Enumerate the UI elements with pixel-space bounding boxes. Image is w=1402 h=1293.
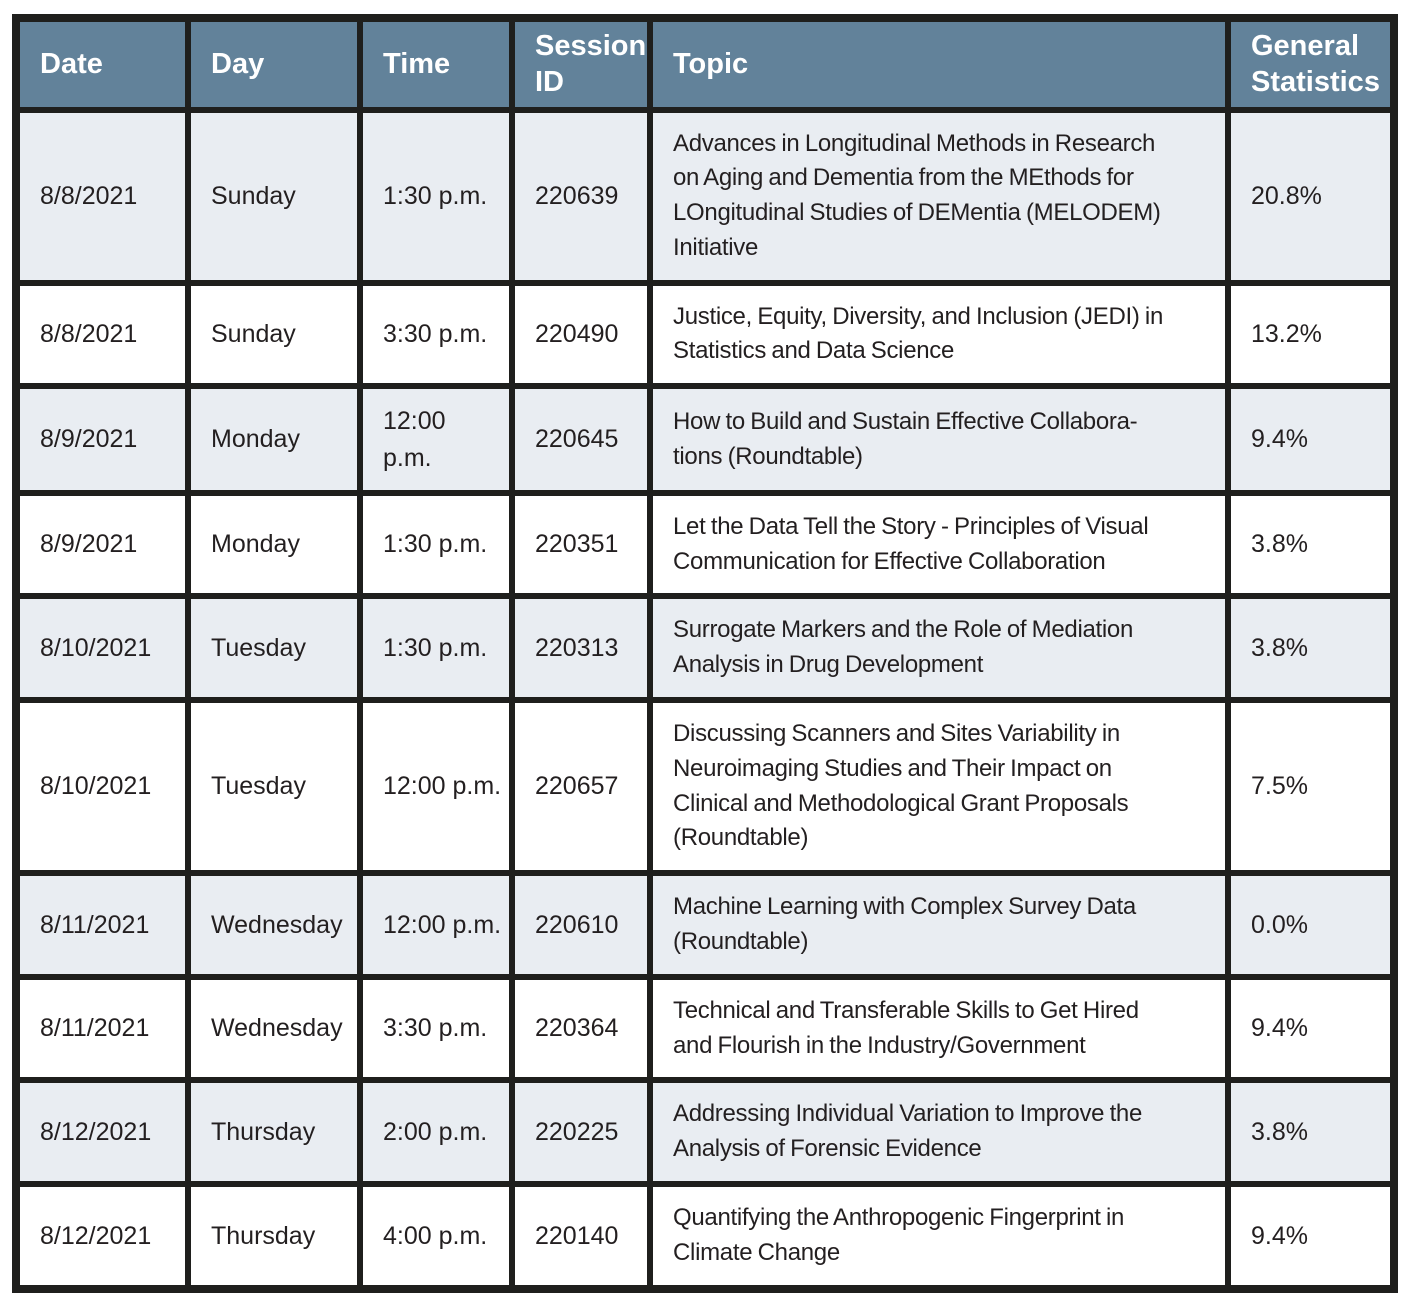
cell-day: Sunday — [185, 106, 363, 286]
cell-session-id: 220225 — [509, 1077, 653, 1187]
column-header-date: Date — [13, 15, 191, 113]
cell-date: 8/9/2021 — [13, 383, 191, 496]
cell-day: Thursday — [185, 1180, 363, 1292]
cell-general-statistics: 9.4% — [1225, 383, 1397, 496]
cell-date: 8/10/2021 — [13, 696, 191, 877]
cell-day: Tuesday — [185, 696, 363, 877]
cell-session-id: 220639 — [509, 106, 653, 286]
cell-session-id: 220610 — [509, 870, 653, 980]
cell-time: 12:00 p.m. — [357, 383, 515, 496]
cell-day: Monday — [185, 383, 363, 496]
cell-topic: Addressing Individual Variation to Impro… — [647, 1077, 1231, 1187]
cell-time: 1:30 p.m. — [357, 489, 515, 600]
cell-topic: Quantifying the Anthropogenic Fingerprin… — [647, 1180, 1231, 1292]
table-body: 8/8/2021 Sunday 1:30 p.m. 220639 Advance… — [13, 106, 1397, 1292]
cell-topic: Discussing Scanners and Sites Variabilit… — [647, 696, 1231, 877]
cell-session-id: 220364 — [509, 973, 653, 1084]
column-header-time: Time — [357, 15, 515, 113]
column-header-general-statistics: General Statistics — [1225, 15, 1397, 113]
cell-topic: How to Build and Sustain Effective Colla… — [647, 383, 1231, 496]
cell-time: 12:00 p.m. — [357, 696, 515, 877]
table-row: 8/8/2021 Sunday 1:30 p.m. 220639 Advance… — [13, 106, 1397, 286]
table-row: 8/9/2021 Monday 1:30 p.m. 220351 Let the… — [13, 489, 1397, 600]
table-header: Date Day Time Session ID Topic General S… — [13, 15, 1397, 113]
cell-session-id: 220645 — [509, 383, 653, 496]
table-row: 8/11/2021 Wednesday 3:30 p.m. 220364 Tec… — [13, 973, 1397, 1084]
cell-date: 8/8/2021 — [13, 279, 191, 390]
cell-date: 8/8/2021 — [13, 106, 191, 286]
cell-general-statistics: 7.5% — [1225, 696, 1397, 877]
cell-general-statistics: 9.4% — [1225, 973, 1397, 1084]
cell-day: Wednesday — [185, 973, 363, 1084]
cell-day: Wednesday — [185, 870, 363, 980]
cell-general-statistics: 0.0% — [1225, 870, 1397, 980]
table-row: 8/9/2021 Monday 12:00 p.m. 220645 How to… — [13, 383, 1397, 496]
cell-general-statistics: 13.2% — [1225, 279, 1397, 390]
cell-date: 8/9/2021 — [13, 489, 191, 600]
cell-topic: Technical and Transferable Skills to Get… — [647, 973, 1231, 1084]
cell-day: Thursday — [185, 1077, 363, 1187]
cell-topic: Justice, Equity, Diversity, and Inclusio… — [647, 279, 1231, 390]
sessions-table: Date Day Time Session ID Topic General S… — [12, 14, 1398, 1293]
column-header-day: Day — [185, 15, 363, 113]
cell-topic: Let the Data Tell the Story - Principles… — [647, 489, 1231, 600]
table-row: 8/12/2021 Thursday 2:00 p.m. 220225 Addr… — [13, 1077, 1397, 1187]
cell-general-statistics: 20.8% — [1225, 106, 1397, 286]
cell-session-id: 220657 — [509, 696, 653, 877]
cell-session-id: 220490 — [509, 279, 653, 390]
cell-general-statistics: 3.8% — [1225, 593, 1397, 703]
cell-day: Monday — [185, 489, 363, 600]
cell-topic: Machine Learning with Complex Survey Dat… — [647, 870, 1231, 980]
cell-session-id: 220351 — [509, 489, 653, 600]
cell-general-statistics: 3.8% — [1225, 489, 1397, 600]
cell-topic: Advances in Longitudinal Methods in Rese… — [647, 106, 1231, 286]
cell-time: 3:30 p.m. — [357, 973, 515, 1084]
cell-general-statistics: 3.8% — [1225, 1077, 1397, 1187]
cell-session-id: 220313 — [509, 593, 653, 703]
cell-date: 8/11/2021 — [13, 870, 191, 980]
table-row: 8/12/2021 Thursday 4:00 p.m. 220140 Quan… — [13, 1180, 1397, 1292]
table-row: 8/8/2021 Sunday 3:30 p.m. 220490 Justice… — [13, 279, 1397, 390]
cell-date: 8/10/2021 — [13, 593, 191, 703]
table-row: 8/10/2021 Tuesday 12:00 p.m. 220657 Disc… — [13, 696, 1397, 877]
cell-date: 8/12/2021 — [13, 1077, 191, 1187]
cell-day: Sunday — [185, 279, 363, 390]
cell-date: 8/11/2021 — [13, 973, 191, 1084]
header-row: Date Day Time Session ID Topic General S… — [13, 15, 1397, 113]
cell-time: 2:00 p.m. — [357, 1077, 515, 1187]
cell-time: 1:30 p.m. — [357, 593, 515, 703]
cell-date: 8/12/2021 — [13, 1180, 191, 1292]
column-header-topic: Topic — [647, 15, 1231, 113]
cell-time: 4:00 p.m. — [357, 1180, 515, 1292]
cell-topic: Surrogate Markers and the Role of Mediat… — [647, 593, 1231, 703]
cell-general-statistics: 9.4% — [1225, 1180, 1397, 1292]
cell-time: 12:00 p.m. — [357, 870, 515, 980]
cell-day: Tuesday — [185, 593, 363, 703]
cell-session-id: 220140 — [509, 1180, 653, 1292]
column-header-session-id: Session ID — [509, 15, 653, 113]
cell-time: 1:30 p.m. — [357, 106, 515, 286]
cell-time: 3:30 p.m. — [357, 279, 515, 390]
table-row: 8/11/2021 Wednesday 12:00 p.m. 220610 Ma… — [13, 870, 1397, 980]
table-row: 8/10/2021 Tuesday 1:30 p.m. 220313 Surro… — [13, 593, 1397, 703]
